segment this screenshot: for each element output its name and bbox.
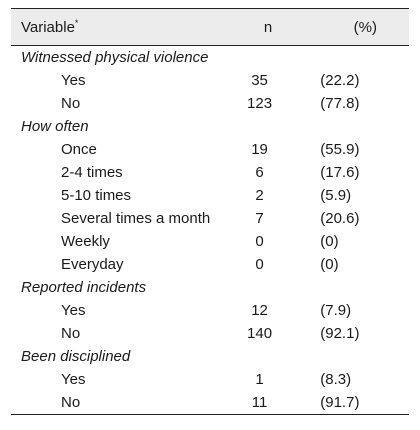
table-row: Yes 35 (22.2) [11, 69, 409, 92]
table-row: Weekly 0 (0) [11, 230, 409, 253]
category-row: Reported incidents [11, 276, 409, 299]
header-variable-label: Variable [21, 18, 75, 36]
header-variable-footnote-mark: * [74, 17, 79, 28]
table-row: Yes 12 (7.9) [11, 299, 409, 322]
header-row: Variable* n (%) [11, 8, 409, 46]
count-cell: 2 [255, 187, 264, 204]
category-label: Reported incidents [21, 279, 147, 296]
table-row: No 140 (92.1) [11, 322, 409, 345]
header-percent: (%) [353, 18, 377, 36]
count-cell: 6 [255, 164, 264, 181]
count-cell: 0 [255, 233, 264, 250]
header-variable: Variable* [11, 9, 219, 46]
percent-cell [300, 115, 409, 138]
percent-cell [300, 276, 409, 299]
count-cell: 11 [251, 394, 268, 411]
row-label: Yes [61, 72, 86, 89]
percent-cell: (7.9) [320, 302, 352, 319]
row-label: No [61, 95, 81, 112]
percent-cell: (8.3) [320, 371, 352, 388]
percent-cell [300, 46, 409, 70]
percent-cell: (22.2) [320, 72, 360, 89]
percent-cell [300, 345, 409, 368]
percent-cell: (91.7) [320, 394, 360, 411]
percent-cell: (55.9) [320, 141, 360, 158]
count-cell [219, 46, 300, 70]
count-cell: 19 [251, 141, 268, 158]
category-row: Witnessed physical violence [11, 46, 409, 70]
count-cell: 1 [255, 371, 264, 388]
row-label: No [61, 394, 81, 411]
table-row: Everyday 0 (0) [11, 253, 409, 276]
data-table-container: Variable* n (%) Witnessed physical viole… [11, 8, 409, 415]
table-row: 5-10 times 2 (5.9) [11, 184, 409, 207]
count-cell: 7 [255, 210, 264, 227]
count-cell: 12 [251, 302, 268, 319]
table-row: 2-4 times 6 (17.6) [11, 161, 409, 184]
count-cell: 140 [247, 325, 273, 342]
category-row: Been disciplined [11, 345, 409, 368]
category-label: Witnessed physical violence [21, 49, 209, 66]
percent-cell: (0) [320, 233, 339, 250]
row-label: No [61, 325, 81, 342]
count-cell [219, 345, 300, 368]
row-label: 5-10 times [61, 187, 132, 204]
data-table: Variable* n (%) Witnessed physical viole… [11, 8, 409, 415]
percent-cell: (92.1) [320, 325, 360, 342]
category-row: How often [11, 115, 409, 138]
count-cell: 0 [255, 256, 264, 273]
percent-cell: (20.6) [320, 210, 360, 227]
row-label: Yes [61, 302, 86, 319]
row-label: Several times a month [61, 210, 211, 227]
percent-cell: (77.8) [320, 95, 360, 112]
table-row: Several times a month 7 (20.6) [11, 207, 409, 230]
category-label: Been disciplined [21, 348, 131, 365]
category-label: How often [21, 118, 89, 135]
row-label: Yes [61, 371, 86, 388]
row-label: Everyday [61, 256, 124, 273]
percent-cell: (0) [320, 256, 339, 273]
table-body: Witnessed physical violence Yes 35 (22.2) No… [11, 46, 409, 415]
count-cell [219, 115, 300, 138]
percent-cell: (5.9) [320, 187, 352, 204]
table-row: No 11 (91.7) [11, 391, 409, 415]
table-header: Variable* n (%) [11, 8, 409, 46]
table-row: No 123 (77.8) [11, 92, 409, 115]
count-cell [219, 276, 300, 299]
percent-cell: (17.6) [320, 164, 360, 181]
count-cell: 35 [251, 72, 268, 89]
table-row: Once 19 (55.9) [11, 138, 409, 161]
count-cell: 123 [247, 95, 273, 112]
row-label: Weekly [61, 233, 110, 250]
table-row: Yes 1 (8.3) [11, 368, 409, 391]
header-n: n [263, 18, 273, 36]
row-label: Once [61, 141, 97, 158]
row-label: 2-4 times [61, 164, 123, 181]
